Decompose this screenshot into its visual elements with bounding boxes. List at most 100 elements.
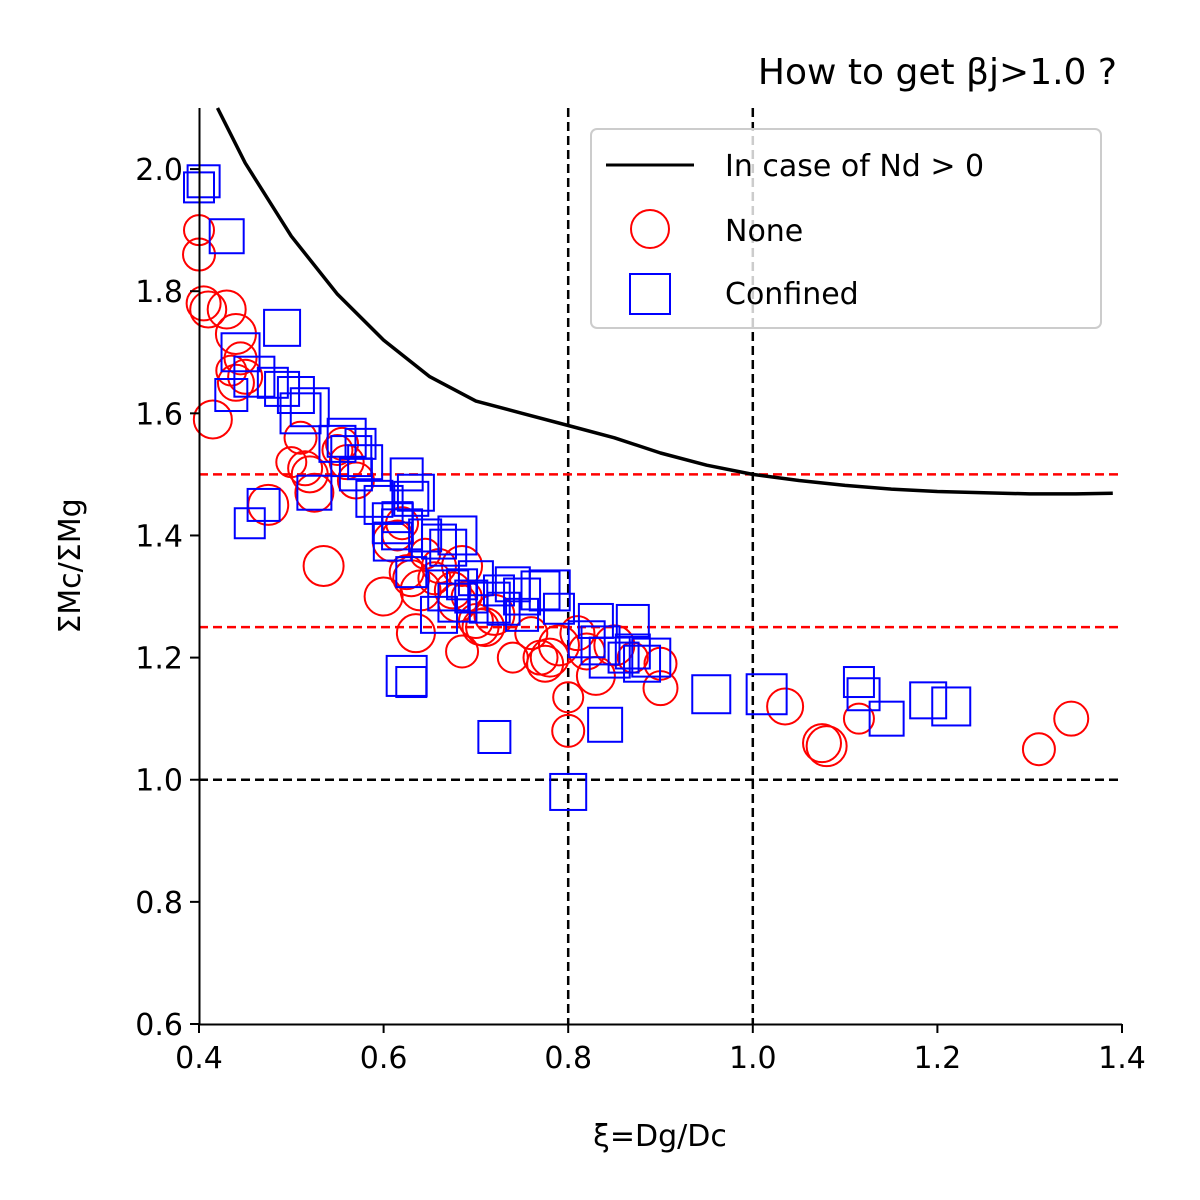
x-tick-label-5: 1.4 xyxy=(1098,1041,1146,1076)
legend-label-none: None xyxy=(725,214,803,249)
point-none-9 xyxy=(216,363,255,402)
point-none-2 xyxy=(185,285,222,322)
point-confined-41 xyxy=(468,581,511,624)
point-confined-13 xyxy=(246,487,281,522)
point-none-13 xyxy=(283,420,318,455)
point-none-17 xyxy=(302,545,345,587)
legend-circle-swatch xyxy=(630,209,670,249)
point-confined-64 xyxy=(691,674,732,715)
point-none-11 xyxy=(247,483,290,526)
point-confined-17 xyxy=(330,435,373,478)
legend-box xyxy=(590,128,1102,329)
point-confined-68 xyxy=(868,700,905,737)
point-none-48 xyxy=(552,681,585,714)
legend-label-confined: Confined xyxy=(725,277,859,312)
point-confined-15 xyxy=(318,424,357,463)
point-confined-11 xyxy=(279,392,322,435)
point-none-16 xyxy=(294,472,335,513)
point-confined-4 xyxy=(220,332,261,373)
point-confined-35 xyxy=(427,569,470,612)
point-confined-6 xyxy=(256,366,289,399)
point-none-19 xyxy=(325,426,360,461)
chart-title: How to get βj>1.0 ? xyxy=(758,52,1117,93)
point-none-37 xyxy=(445,634,480,669)
point-confined-60 xyxy=(395,666,428,699)
legend-square-swatch xyxy=(629,273,671,315)
point-none-47 xyxy=(537,624,580,667)
point-none-8 xyxy=(227,358,264,395)
point-confined-12 xyxy=(233,507,266,540)
point-confined-52 xyxy=(580,625,621,666)
marker-layer xyxy=(182,164,1090,811)
point-confined-55 xyxy=(615,603,650,638)
point-confined-48 xyxy=(542,592,575,625)
y-tick-label-4: 1.4 xyxy=(135,519,183,554)
point-none-3 xyxy=(189,290,228,329)
point-confined-63 xyxy=(549,772,588,811)
point-none-43 xyxy=(514,616,549,651)
point-confined-62 xyxy=(587,706,624,743)
point-confined-58 xyxy=(631,637,672,678)
point-none-10 xyxy=(192,399,233,440)
point-confined-9 xyxy=(276,376,315,415)
point-confined-49 xyxy=(505,597,540,632)
point-confined-30 xyxy=(395,556,428,589)
y-tick-label-3: 1.2 xyxy=(135,642,183,677)
x-tick-label-4: 1.2 xyxy=(914,1041,962,1076)
point-confined-27 xyxy=(396,473,435,512)
point-none-50 xyxy=(559,615,596,652)
point-confined-53 xyxy=(588,636,631,679)
point-confined-2 xyxy=(208,218,245,255)
point-confined-42 xyxy=(482,574,515,607)
y-tick-label-1: 0.8 xyxy=(135,886,183,921)
point-confined-65 xyxy=(745,673,788,716)
point-confined-61 xyxy=(477,719,512,754)
point-confined-47 xyxy=(528,569,571,612)
ticks: 0.4 0.6 0.8 1.0 1.2 1.40.60.81.01.21.41.61.82… xyxy=(135,153,1146,1076)
y-tick-label-2: 1.0 xyxy=(135,764,183,799)
point-none-60 xyxy=(842,702,875,735)
axes xyxy=(198,108,1122,1026)
point-confined-22 xyxy=(363,484,404,525)
point-confined-31 xyxy=(408,518,443,553)
point-none-22 xyxy=(363,576,404,617)
x-axis-label: ξ=Dg/Dc xyxy=(593,1119,727,1154)
point-confined-16 xyxy=(326,417,367,458)
point-none-7 xyxy=(223,341,258,376)
point-none-59 xyxy=(805,725,848,768)
x-tick-label-1: 0.6 xyxy=(360,1041,408,1076)
point-confined-59 xyxy=(385,654,428,697)
point-none-45 xyxy=(526,644,565,683)
y-axis-label: ΣMc/ΣMg xyxy=(53,498,88,633)
point-confined-67 xyxy=(846,677,881,712)
curve-layer xyxy=(215,107,1113,496)
x-tick-label-0: 0.4 xyxy=(175,1041,223,1076)
point-none-15 xyxy=(290,455,329,494)
point-confined-3 xyxy=(263,308,302,347)
point-confined-34 xyxy=(437,515,478,556)
point-confined-33 xyxy=(429,528,468,567)
point-none-40 xyxy=(465,607,506,648)
series-line-nd xyxy=(215,107,1113,496)
x-tick-label-3: 1.0 xyxy=(729,1041,777,1076)
point-confined-28 xyxy=(372,521,413,562)
point-confined-70 xyxy=(931,686,972,727)
point-none-57 xyxy=(766,687,805,726)
point-confined-20 xyxy=(347,444,384,481)
point-confined-14 xyxy=(296,474,333,511)
point-confined-40 xyxy=(437,582,478,623)
point-none-58 xyxy=(802,723,843,764)
point-confined-1 xyxy=(186,164,221,199)
point-none-49 xyxy=(551,713,586,748)
legend-label-curve: In case of Nd > 0 xyxy=(725,149,984,184)
point-confined-57 xyxy=(623,644,662,683)
reference-lines xyxy=(199,108,1122,1024)
x-tick-label-2: 0.8 xyxy=(544,1041,592,1076)
point-confined-69 xyxy=(909,681,948,720)
point-confined-66 xyxy=(842,666,875,699)
point-none-61 xyxy=(1021,732,1056,767)
point-confined-7 xyxy=(214,378,249,413)
point-none-4 xyxy=(206,289,247,330)
legend: In case of Nd > 0 None Confined xyxy=(590,128,1102,329)
